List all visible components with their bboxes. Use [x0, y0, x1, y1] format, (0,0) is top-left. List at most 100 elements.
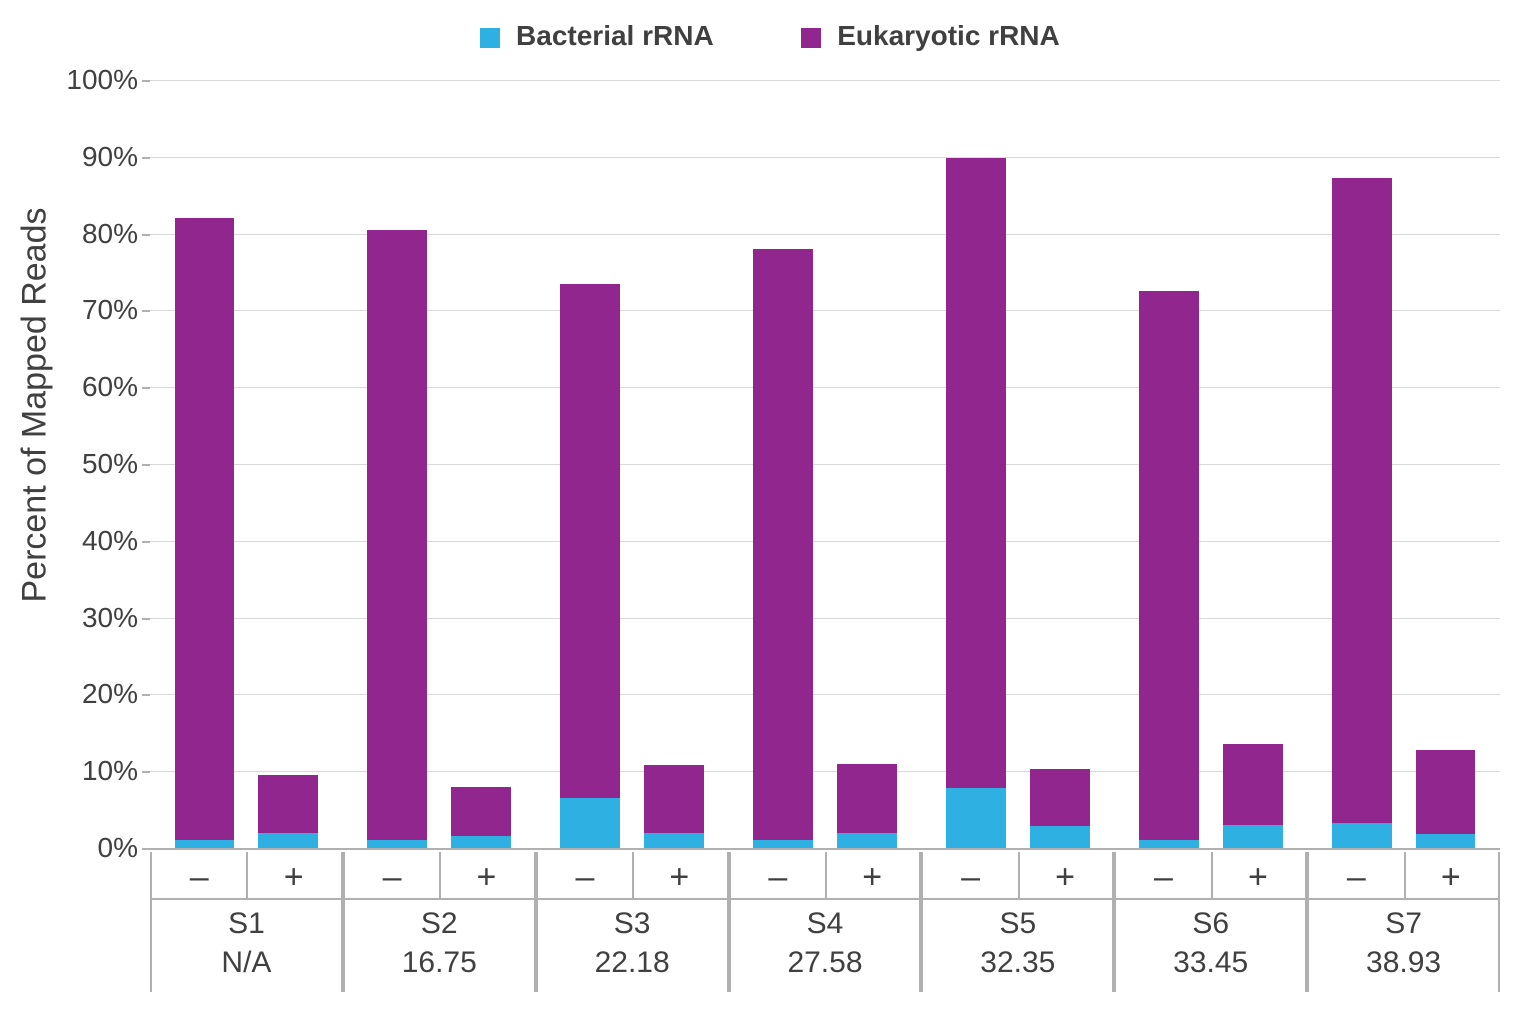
- bar-segment-bacterial: [837, 833, 897, 848]
- x-group: –+S738.93: [1307, 852, 1500, 992]
- bar-segment-eukaryotic: [1416, 750, 1476, 834]
- x-group-label: S532.35: [923, 904, 1112, 982]
- x-group: –+ S1N/A: [150, 852, 343, 992]
- y-tick-label: 60%: [82, 371, 150, 403]
- legend-swatch-eukaryotic: [801, 28, 821, 48]
- bar: [1332, 178, 1392, 848]
- bar-segment-bacterial: [1139, 840, 1199, 848]
- bar-segment-bacterial: [1030, 826, 1090, 848]
- y-tick-label: 50%: [82, 448, 150, 480]
- bar-segment-eukaryotic: [644, 765, 704, 833]
- x-group: –+ S532.35: [921, 852, 1114, 992]
- x-group-name: S3: [538, 904, 727, 943]
- bars-layer: [150, 80, 1500, 848]
- bar-segment-bacterial: [175, 840, 235, 848]
- y-tick-label: 30%: [82, 602, 150, 634]
- bar-segment-eukaryotic: [1139, 291, 1199, 840]
- x-group: –+S633.45: [1114, 852, 1307, 992]
- x-sub-divider: [1309, 898, 1498, 900]
- y-tick-mark: [142, 157, 150, 159]
- x-group-label: S322.18: [538, 904, 727, 982]
- y-tick-mark: [142, 618, 150, 620]
- x-group: –+ S216.75: [343, 852, 536, 992]
- x-group-label: S427.58: [731, 904, 920, 982]
- x-sub-label: +: [439, 858, 533, 898]
- x-sub-label: –: [345, 858, 439, 898]
- bar: [1139, 291, 1199, 848]
- bar: [258, 775, 318, 848]
- bar-segment-eukaryotic: [451, 787, 511, 837]
- x-group-label: S1N/A: [152, 904, 341, 982]
- x-group-label: S216.75: [345, 904, 534, 982]
- x-sub-divider: [345, 898, 534, 900]
- x-sub-label: –: [1309, 858, 1403, 898]
- x-sub-label: –: [1116, 858, 1210, 898]
- x-sub-label: –: [152, 858, 246, 898]
- y-tick-label: 20%: [82, 678, 150, 710]
- x-sub-label: +: [246, 858, 340, 898]
- legend-swatch-bacterial: [480, 28, 500, 48]
- x-group-value: 27.58: [731, 943, 920, 982]
- bar-segment-bacterial: [1416, 834, 1476, 848]
- bar: [451, 787, 511, 848]
- bar-segment-eukaryotic: [560, 284, 620, 799]
- x-sub-separator: [825, 852, 827, 898]
- bar-segment-eukaryotic: [367, 230, 427, 841]
- x-group-name: S7: [1309, 904, 1498, 943]
- y-tick-mark: [142, 234, 150, 236]
- x-sub-divider: [731, 898, 920, 900]
- x-sub-separator: [246, 852, 248, 898]
- legend-label-eukaryotic: Eukaryotic rRNA: [837, 20, 1060, 51]
- x-group: –+S427.58: [729, 852, 922, 992]
- x-group-name: S2: [345, 904, 534, 943]
- y-tick-mark: [142, 80, 150, 82]
- x-sub-separator: [1018, 852, 1020, 898]
- bar-segment-eukaryotic: [753, 249, 813, 840]
- y-tick-label: 100%: [66, 64, 150, 96]
- bar: [644, 765, 704, 848]
- bar-segment-eukaryotic: [258, 775, 318, 833]
- y-tick-mark: [142, 464, 150, 466]
- bar-segment-eukaryotic: [946, 158, 1006, 788]
- x-group-name: S5: [923, 904, 1112, 943]
- x-sub-label: +: [632, 858, 726, 898]
- x-sub-divider: [538, 898, 727, 900]
- x-sub-separator: [632, 852, 634, 898]
- x-group: –+ S322.18: [536, 852, 729, 992]
- x-axis: –+S1N/A–+S216.75–+S322.18–+S427.58–+S532…: [150, 852, 1500, 992]
- y-tick-label: 70%: [82, 294, 150, 326]
- x-sub-separator: [1211, 852, 1213, 898]
- y-tick-label: 10%: [82, 755, 150, 787]
- y-tick-label: 90%: [82, 141, 150, 173]
- x-group-label: S633.45: [1116, 904, 1305, 982]
- y-tick-mark: [142, 694, 150, 696]
- bar: [175, 218, 235, 848]
- bar: [753, 249, 813, 848]
- x-group-value: 16.75: [345, 943, 534, 982]
- x-group-value: 38.93: [1309, 943, 1498, 982]
- x-sub-separator: [439, 852, 441, 898]
- bar-segment-bacterial: [451, 836, 511, 848]
- bar-segment-bacterial: [367, 840, 427, 848]
- x-sub-label: +: [1018, 858, 1112, 898]
- bar-segment-eukaryotic: [1223, 744, 1283, 825]
- bar: [1030, 769, 1090, 848]
- y-tick-mark: [142, 387, 150, 389]
- bar: [1416, 750, 1476, 848]
- bar: [560, 284, 620, 848]
- x-sub-label: +: [825, 858, 919, 898]
- bar-segment-eukaryotic: [1030, 769, 1090, 827]
- bar: [837, 764, 897, 848]
- y-tick-mark: [142, 771, 150, 773]
- chart-container: Bacterial rRNA Eukaryotic rRNA Percent o…: [20, 20, 1520, 1000]
- y-tick-mark: [142, 541, 150, 543]
- x-group-name: S6: [1116, 904, 1305, 943]
- bar-segment-bacterial: [258, 833, 318, 848]
- x-group-value: N/A: [152, 943, 341, 982]
- bar-segment-bacterial: [753, 840, 813, 848]
- x-sub-label: –: [538, 858, 632, 898]
- y-tick-label: 80%: [82, 218, 150, 250]
- x-sub-label: –: [923, 858, 1017, 898]
- y-axis-title: Percent of Mapped Reads: [10, 20, 60, 790]
- x-sub-separator: [1404, 852, 1406, 898]
